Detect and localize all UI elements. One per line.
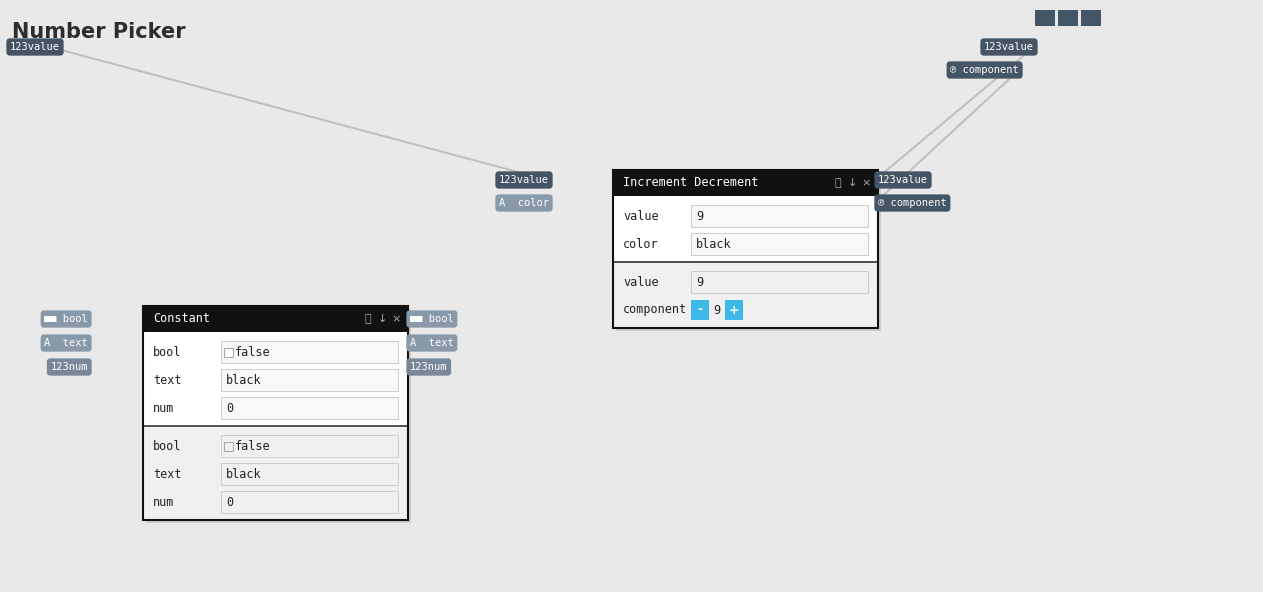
Text: 123value: 123value (10, 42, 61, 52)
Text: num: num (153, 401, 174, 414)
Bar (691, 205, 868, 227)
Text: 9: 9 (696, 210, 703, 223)
Text: ⧉: ⧉ (835, 178, 841, 188)
Text: color: color (623, 237, 658, 250)
Text: Number Picker: Number Picker (13, 22, 186, 42)
Text: text: text (153, 468, 182, 481)
Bar (224, 442, 232, 451)
Text: ℗ component: ℗ component (878, 198, 947, 208)
Bar (613, 196, 878, 262)
Bar (691, 233, 868, 255)
Bar (221, 369, 398, 391)
Text: 0: 0 (226, 401, 234, 414)
Text: value: value (623, 210, 658, 223)
Text: black: black (226, 468, 261, 481)
Text: ↓: ↓ (847, 178, 856, 188)
Text: ■■ bool: ■■ bool (44, 314, 88, 324)
Text: value: value (623, 275, 658, 288)
Bar (221, 341, 398, 363)
Text: ℗ component: ℗ component (950, 65, 1019, 75)
Text: black: black (696, 237, 731, 250)
Text: ■■ bool: ■■ bool (410, 314, 453, 324)
Text: ↓: ↓ (378, 314, 386, 324)
Text: 123value: 123value (878, 175, 928, 185)
Text: num: num (153, 496, 174, 509)
Text: 0: 0 (226, 496, 234, 509)
Text: +: + (729, 304, 739, 317)
Text: 123value: 123value (984, 42, 1034, 52)
Bar (221, 491, 398, 513)
Bar (1081, 10, 1101, 26)
Bar (143, 306, 408, 332)
Bar (143, 332, 408, 426)
Text: ×: × (392, 314, 400, 324)
Text: bool: bool (153, 439, 182, 452)
Text: 123num: 123num (410, 362, 447, 372)
Bar (221, 435, 398, 457)
Text: ×: × (861, 178, 870, 188)
Text: A  text: A text (410, 338, 453, 348)
Bar (691, 300, 709, 320)
Text: Constant: Constant (153, 313, 210, 326)
Text: bool: bool (153, 346, 182, 359)
Bar (1034, 10, 1055, 26)
Text: false: false (235, 439, 270, 452)
Text: component: component (623, 304, 687, 317)
Bar (613, 262, 878, 328)
Text: text: text (153, 374, 182, 387)
Text: 9: 9 (696, 275, 703, 288)
Bar (725, 300, 743, 320)
Bar (221, 463, 398, 485)
Bar (224, 348, 232, 356)
Text: 9: 9 (714, 304, 721, 317)
Text: black: black (226, 374, 261, 387)
Text: 123value: 123value (499, 175, 549, 185)
Bar (613, 170, 878, 196)
Text: A  text: A text (44, 338, 88, 348)
Bar (143, 426, 408, 520)
Bar (616, 173, 882, 331)
Bar (143, 306, 408, 520)
Bar (221, 397, 398, 419)
Bar (613, 170, 878, 328)
Bar (1058, 10, 1079, 26)
Text: -: - (697, 304, 702, 317)
Bar (691, 271, 868, 293)
Text: A  color: A color (499, 198, 549, 208)
Bar (147, 309, 410, 523)
Text: ⧉: ⧉ (365, 314, 371, 324)
Text: Increment Decrement: Increment Decrement (623, 176, 758, 189)
Text: false: false (235, 346, 270, 359)
Text: 123num: 123num (51, 362, 88, 372)
